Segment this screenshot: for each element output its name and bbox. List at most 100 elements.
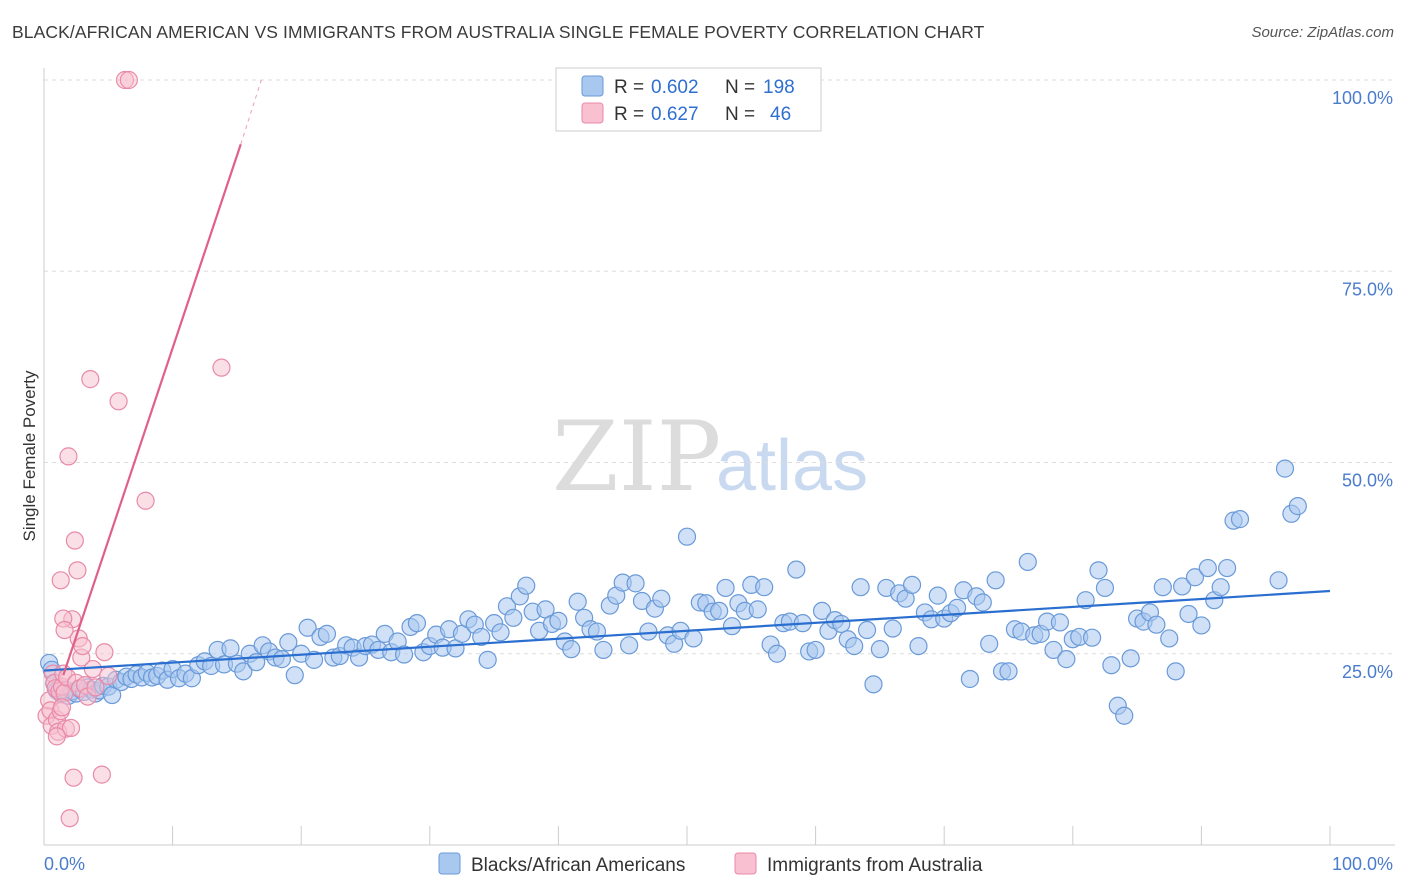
point-blacks-130 xyxy=(812,601,832,621)
trend-line-australia-extension xyxy=(240,79,262,145)
point-blacks-121 xyxy=(755,578,774,597)
point-blacks-193 xyxy=(1218,558,1237,578)
point-blacks-141 xyxy=(883,619,902,638)
series-australia-points xyxy=(37,70,231,828)
point-australia-20 xyxy=(64,768,83,787)
trend-lines xyxy=(43,79,1331,676)
point-australia-43 xyxy=(47,727,66,746)
point-blacks-173 xyxy=(1089,561,1108,580)
point-blacks-159 xyxy=(999,662,1018,681)
legend-n-value-1: 198 xyxy=(763,77,795,98)
trend-line-australia xyxy=(62,143,242,676)
point-australia-16 xyxy=(59,447,78,466)
point-blacks-151 xyxy=(947,598,967,617)
point-blacks-91 xyxy=(562,640,581,659)
point-blacks-78 xyxy=(478,650,497,669)
point-blacks-174 xyxy=(1095,578,1115,598)
point-australia-40 xyxy=(51,571,70,590)
point-blacks-96 xyxy=(594,640,613,660)
point-australia-32 xyxy=(86,678,105,697)
legend-r-value-2: 0.627 xyxy=(651,104,699,125)
bottom-legend-label-pink: Immigrants from Australia xyxy=(767,855,983,876)
point-blacks-47 xyxy=(279,633,298,652)
legend-n-value-2: 46 xyxy=(770,104,791,125)
point-australia-39 xyxy=(136,491,155,510)
point-blacks-178 xyxy=(1121,649,1140,668)
point-australia-17 xyxy=(60,809,79,828)
point-australia-35 xyxy=(99,666,118,686)
point-blacks-156 xyxy=(980,634,999,653)
point-blacks-51 xyxy=(304,650,324,669)
point-blacks-40 xyxy=(234,662,253,681)
y-tick-label-100: 100.0% xyxy=(1332,88,1393,108)
point-blacks-195 xyxy=(1230,510,1250,529)
point-blacks-80 xyxy=(491,623,510,642)
point-blacks-189 xyxy=(1192,616,1211,635)
y-tick-label-75: 75.0% xyxy=(1342,279,1393,299)
legend-swatch-pink xyxy=(581,102,604,124)
point-australia-33 xyxy=(92,765,111,784)
legend-swatch-blue xyxy=(581,75,604,97)
point-blacks-177 xyxy=(1115,706,1134,725)
point-blacks-38 xyxy=(221,639,240,658)
point-blacks-185 xyxy=(1166,662,1185,681)
point-blacks-171 xyxy=(1076,591,1095,610)
point-blacks-115 xyxy=(716,578,735,598)
point-blacks-190 xyxy=(1198,558,1217,578)
point-blacks-167 xyxy=(1050,613,1070,632)
point-blacks-155 xyxy=(973,593,992,612)
source-label: Source: ZipAtlas.com xyxy=(1251,24,1394,41)
point-blacks-196 xyxy=(1269,571,1288,590)
point-australia-34 xyxy=(95,643,114,662)
point-blacks-138 xyxy=(864,675,883,694)
trend-line-blacks xyxy=(43,589,1331,672)
point-blacks-192 xyxy=(1211,578,1230,597)
point-blacks-187 xyxy=(1179,604,1198,624)
point-blacks-89 xyxy=(549,611,568,630)
point-australia-31 xyxy=(83,659,102,679)
point-blacks-65 xyxy=(394,645,414,664)
point-blacks-188 xyxy=(1185,568,1205,587)
point-blacks-139 xyxy=(870,640,890,659)
point-australia-18 xyxy=(61,718,81,738)
point-blacks-175 xyxy=(1102,656,1121,675)
point-australia-42 xyxy=(55,620,74,640)
point-blacks-101 xyxy=(626,574,645,593)
point-blacks-50 xyxy=(298,618,317,637)
point-blacks-162 xyxy=(1018,552,1037,572)
point-blacks-153 xyxy=(960,669,980,689)
point-blacks-114 xyxy=(710,601,729,621)
gridlines xyxy=(44,79,1395,655)
chart-title: BLACK/AFRICAN AMERICAN VS IMMIGRANTS FRO… xyxy=(12,22,985,42)
point-blacks-157 xyxy=(986,571,1005,590)
point-blacks-77 xyxy=(472,627,491,647)
point-blacks-136 xyxy=(851,578,870,597)
point-blacks-184 xyxy=(1160,629,1179,648)
point-blacks-135 xyxy=(845,636,864,656)
point-australia-21 xyxy=(65,531,84,550)
y-tick-label-50: 50.0% xyxy=(1342,471,1393,491)
point-blacks-197 xyxy=(1275,459,1295,478)
point-blacks-84 xyxy=(517,576,536,595)
y-tick-labels: 25.0% 50.0% 75.0% 100.0% xyxy=(1332,88,1393,682)
point-blacks-137 xyxy=(857,620,877,640)
point-blacks-186 xyxy=(1173,577,1192,596)
point-blacks-148 xyxy=(928,586,947,605)
point-blacks-172 xyxy=(1082,628,1102,647)
point-blacks-103 xyxy=(639,622,658,641)
point-blacks-109 xyxy=(677,527,697,546)
point-australia-27 xyxy=(73,636,92,656)
x-tick-label-max: 100.0% xyxy=(1332,854,1393,874)
point-blacks-145 xyxy=(909,636,928,656)
y-tick-label-25: 25.0% xyxy=(1342,662,1393,682)
point-australia-23 xyxy=(68,561,87,580)
bottom-legend-swatch-pink xyxy=(734,852,757,875)
legend-n-label-1: N = xyxy=(725,77,760,98)
bottom-legend-label-blue: Blacks/African Americans xyxy=(471,855,685,876)
bottom-legend: Blacks/African Americans Immigrants from… xyxy=(438,852,983,876)
point-blacks-100 xyxy=(620,636,639,655)
point-blacks-129 xyxy=(806,640,825,660)
legend-r-value-1: 0.602 xyxy=(651,77,699,98)
point-blacks-105 xyxy=(652,589,671,608)
y-axis-label: Single Female Poverty xyxy=(20,370,39,542)
